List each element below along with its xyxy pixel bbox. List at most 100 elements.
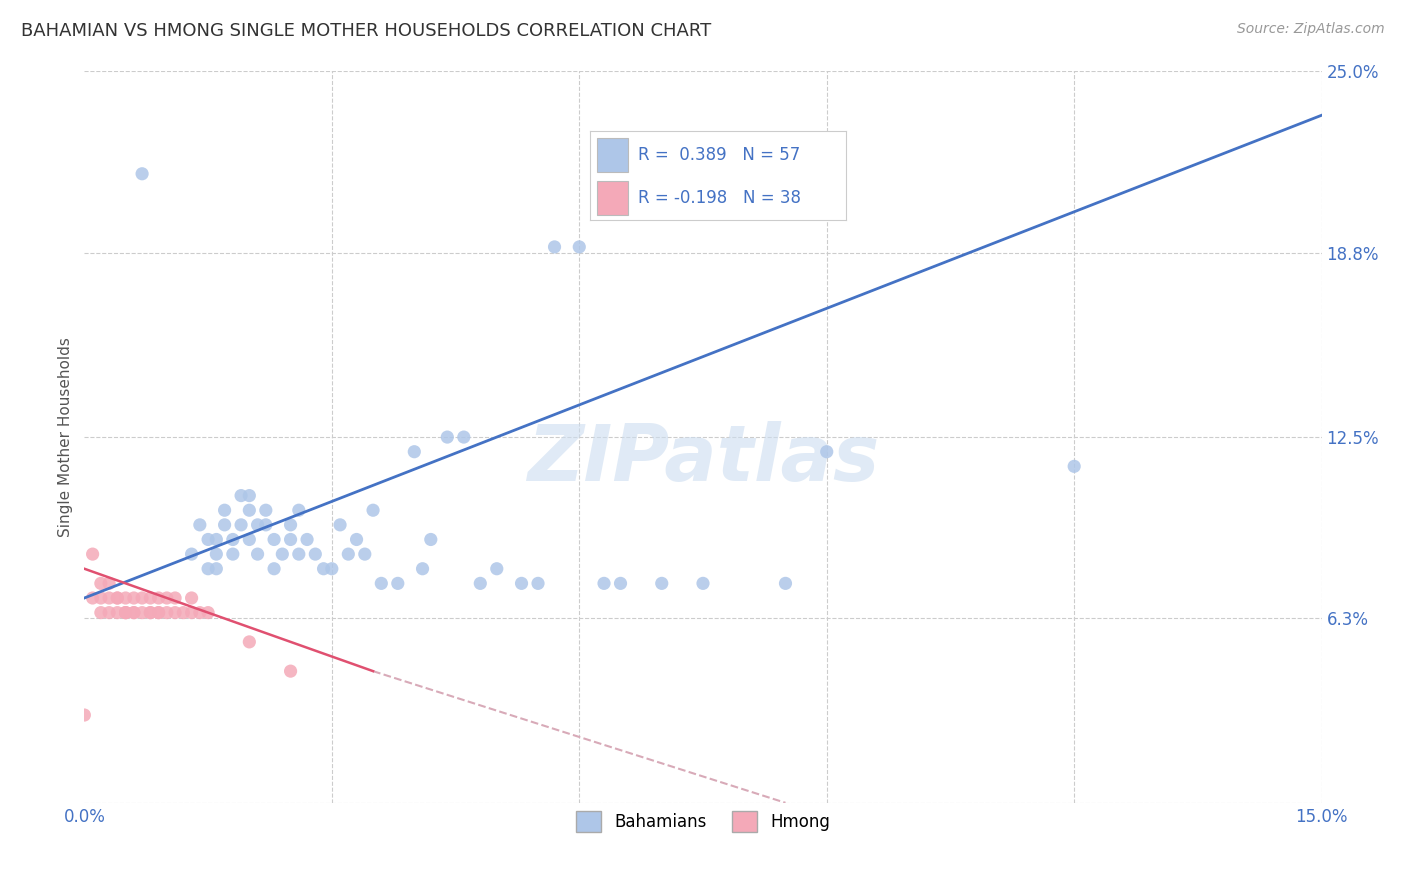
Bar: [598, 181, 628, 215]
Point: [90, 591, 112, 605]
Y-axis label: Single Mother Households: Single Mother Households: [58, 337, 73, 537]
Point: [387, 576, 409, 591]
Point: [156, 591, 179, 605]
Point: [593, 576, 616, 591]
Point: [105, 591, 128, 605]
Point: [180, 606, 202, 620]
Point: [238, 635, 260, 649]
Point: [229, 489, 252, 503]
Point: [815, 444, 838, 458]
Point: [1063, 459, 1085, 474]
Point: [122, 606, 145, 620]
Point: [370, 576, 392, 591]
Point: [419, 533, 441, 547]
Point: [543, 240, 565, 254]
Point: [453, 430, 475, 444]
Point: [131, 167, 153, 181]
Point: [90, 576, 112, 591]
Point: [82, 591, 104, 605]
Point: [436, 430, 458, 444]
Point: [114, 606, 136, 620]
Point: [114, 606, 136, 620]
Point: [122, 606, 145, 620]
Point: [105, 591, 128, 605]
Point: [131, 591, 153, 605]
Point: [114, 606, 136, 620]
Point: [510, 576, 533, 591]
Point: [246, 547, 269, 561]
Point: [139, 591, 162, 605]
Point: [470, 576, 492, 591]
Point: [337, 547, 360, 561]
Point: [312, 562, 335, 576]
Point: [73, 708, 96, 723]
Point: [271, 547, 294, 561]
Point: [222, 533, 245, 547]
Point: [165, 591, 187, 605]
Point: [651, 576, 673, 591]
Point: [238, 503, 260, 517]
Point: [165, 606, 187, 620]
Point: [775, 576, 797, 591]
Point: [114, 591, 136, 605]
Point: [122, 591, 145, 605]
Point: [139, 606, 162, 620]
Point: [98, 576, 121, 591]
Text: Source: ZipAtlas.com: Source: ZipAtlas.com: [1237, 22, 1385, 37]
Text: R =  0.389   N = 57: R = 0.389 N = 57: [638, 146, 801, 164]
Point: [105, 606, 128, 620]
Point: [609, 576, 631, 591]
Point: [172, 606, 194, 620]
Text: ZIPatlas: ZIPatlas: [527, 421, 879, 497]
Point: [197, 533, 219, 547]
Point: [214, 503, 236, 517]
Point: [197, 606, 219, 620]
Point: [304, 547, 326, 561]
Point: [205, 533, 228, 547]
Point: [246, 517, 269, 532]
Point: [254, 503, 277, 517]
Point: [485, 562, 508, 576]
Point: [321, 562, 343, 576]
Point: [98, 606, 121, 620]
Point: [197, 562, 219, 576]
Point: [238, 489, 260, 503]
Point: [263, 533, 285, 547]
Legend: Bahamians, Hmong: Bahamians, Hmong: [569, 805, 837, 838]
Point: [90, 606, 112, 620]
Point: [238, 533, 260, 547]
Point: [353, 547, 375, 561]
Point: [131, 606, 153, 620]
Point: [692, 576, 714, 591]
Point: [222, 547, 245, 561]
Point: [404, 444, 426, 458]
Point: [214, 517, 236, 532]
Point: [346, 533, 368, 547]
Point: [329, 517, 352, 532]
Point: [82, 547, 104, 561]
Point: [156, 606, 179, 620]
Point: [205, 547, 228, 561]
Point: [188, 517, 211, 532]
Point: [188, 606, 211, 620]
Point: [254, 517, 277, 532]
Point: [148, 606, 170, 620]
Text: R = -0.198   N = 38: R = -0.198 N = 38: [638, 189, 801, 207]
Text: BAHAMIAN VS HMONG SINGLE MOTHER HOUSEHOLDS CORRELATION CHART: BAHAMIAN VS HMONG SINGLE MOTHER HOUSEHOL…: [21, 22, 711, 40]
Point: [568, 240, 591, 254]
Point: [295, 533, 318, 547]
Point: [139, 606, 162, 620]
Point: [288, 547, 311, 561]
Point: [288, 503, 311, 517]
Point: [361, 503, 384, 517]
Point: [180, 547, 202, 561]
Point: [148, 591, 170, 605]
Point: [412, 562, 434, 576]
Point: [98, 591, 121, 605]
Point: [180, 591, 202, 605]
Point: [280, 664, 302, 678]
Point: [527, 576, 550, 591]
Point: [280, 533, 302, 547]
Point: [205, 562, 228, 576]
Bar: [598, 138, 628, 172]
